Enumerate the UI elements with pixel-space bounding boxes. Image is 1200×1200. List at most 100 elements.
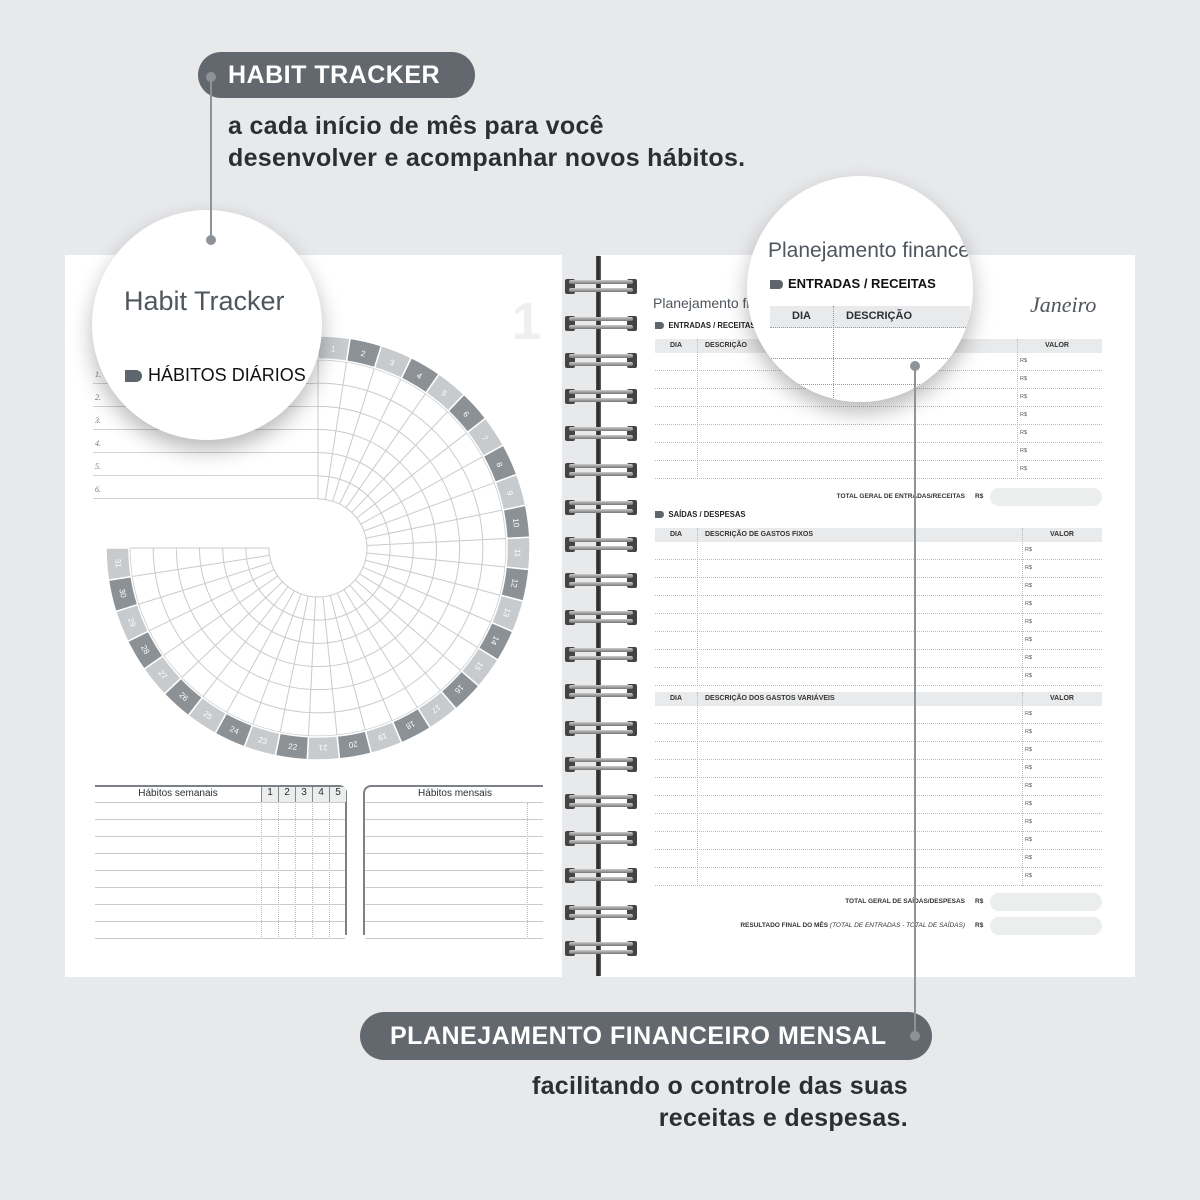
day-label: 31 — [113, 558, 123, 568]
financial-description: facilitando o controle das suas receitas… — [532, 1070, 908, 1134]
day-divider — [363, 482, 495, 532]
table-row[interactable]: R$ — [655, 724, 1102, 742]
habit-number: 2. — [95, 393, 101, 402]
table-row[interactable]: R$ — [655, 614, 1102, 632]
table-row[interactable]: R$ — [655, 796, 1102, 814]
day-divider — [362, 566, 491, 623]
currency-label: R$ — [975, 922, 984, 929]
table-row[interactable]: R$ — [655, 832, 1102, 850]
table-row[interactable]: R$ — [655, 596, 1102, 614]
day-divider — [202, 586, 289, 697]
monthly-habits-title: Hábitos mensais — [418, 788, 492, 799]
table-row[interactable]: R$ — [655, 742, 1102, 760]
weekly-habit-row[interactable] — [95, 853, 345, 854]
table-row[interactable]: R$ — [655, 868, 1102, 886]
day-label: 12 — [509, 578, 520, 589]
day-divider — [354, 579, 461, 671]
weekly-habit-row[interactable] — [95, 802, 345, 803]
day-divider — [138, 562, 272, 605]
monthly-habit-row[interactable] — [365, 836, 543, 837]
habit-ring — [129, 359, 507, 737]
day-label: 2 — [360, 349, 367, 359]
monthly-habit-row[interactable] — [365, 853, 543, 854]
day-divider — [332, 368, 375, 502]
weekly-habit-row[interactable] — [95, 904, 345, 905]
result-field[interactable] — [990, 917, 1102, 935]
table-row[interactable]: R$ — [655, 814, 1102, 832]
day-divider — [365, 509, 503, 539]
table-row[interactable]: R$ — [655, 706, 1102, 724]
habit-number: 1. — [95, 370, 101, 379]
weekly-habit-row[interactable] — [95, 870, 345, 871]
spiral-ring — [565, 424, 637, 444]
table-row[interactable]: R$ — [655, 542, 1102, 560]
spiral-ring — [565, 939, 637, 959]
spiral-ring — [565, 351, 637, 371]
monthly-habits-table: Hábitos mensais — [363, 785, 543, 939]
spiral-ring — [565, 755, 637, 775]
month-number: 1 — [512, 293, 541, 351]
description-line: receitas e despesas. — [658, 1104, 908, 1132]
monthly-habit-row[interactable] — [365, 802, 543, 803]
financial-magnifier: Planejamento finance ENTRADAS / RECEITAS… — [747, 176, 973, 402]
financial-callout-label: PLANEJAMENTO FINANCEIRO MENSAL — [360, 1012, 932, 1060]
habit-row[interactable]: 4. — [93, 430, 318, 453]
income-total-field[interactable] — [990, 488, 1102, 506]
table-row[interactable]: R$ — [655, 425, 1102, 443]
weekly-habits-title: Hábitos semanais — [138, 788, 218, 799]
day-divider — [343, 589, 418, 708]
monthly-habit-row[interactable] — [365, 921, 543, 922]
table-row[interactable]: R$ — [655, 560, 1102, 578]
day-divider — [345, 393, 426, 509]
table-row[interactable]: R$ — [655, 632, 1102, 650]
day-label: 4 — [415, 371, 424, 381]
table-row[interactable]: R$ — [655, 778, 1102, 796]
table-row[interactable]: R$ — [655, 850, 1102, 868]
monthly-habit-row[interactable] — [365, 870, 543, 871]
monthly-habit-row[interactable] — [365, 887, 543, 888]
connector-line — [914, 368, 916, 1036]
weekly-habit-row[interactable] — [95, 819, 345, 820]
table-row[interactable]: R$ — [655, 407, 1102, 425]
income-total-label: TOTAL GERAL DE ENTRADAS/RECEITAS — [836, 493, 965, 500]
table-row[interactable]: R$ — [655, 650, 1102, 668]
table-row[interactable]: R$ — [655, 461, 1102, 479]
week-column-header: 1 — [261, 787, 278, 802]
expenses-total-field[interactable] — [990, 893, 1102, 911]
habit-row[interactable]: 5. — [93, 453, 318, 476]
table-row[interactable]: R$ — [655, 389, 1102, 407]
table-row[interactable]: R$ — [655, 668, 1102, 686]
spiral-ring — [565, 498, 637, 518]
weekly-habit-row[interactable] — [95, 921, 345, 922]
monthly-habit-row[interactable] — [365, 904, 543, 905]
day-divider — [366, 552, 506, 568]
description-line: facilitando o controle das suas — [531, 1072, 908, 1100]
description-line: a cada início de mês para você — [228, 112, 604, 140]
monthly-habit-row[interactable] — [365, 819, 543, 820]
habit-row[interactable]: 6. — [93, 476, 318, 499]
day-label: 3 — [388, 358, 396, 368]
day-divider — [365, 559, 501, 596]
spiral-ring — [565, 535, 637, 555]
spiral-ring — [565, 571, 637, 591]
day-divider — [252, 593, 302, 725]
table-row[interactable]: R$ — [655, 443, 1102, 461]
table-row[interactable]: R$ — [655, 760, 1102, 778]
spiral-ring — [565, 645, 637, 665]
day-divider — [324, 362, 347, 500]
monthly-habit-row[interactable] — [365, 938, 543, 939]
spiral-ring — [565, 829, 637, 849]
day-label: 21 — [318, 743, 328, 752]
weekly-habit-row[interactable] — [95, 836, 345, 837]
spiral-ring — [565, 719, 637, 739]
weekly-habit-row[interactable] — [95, 938, 345, 939]
spiral-ring — [565, 461, 637, 481]
habit-number: 3. — [95, 416, 101, 425]
weekly-habit-row[interactable] — [95, 887, 345, 888]
table-row[interactable]: R$ — [655, 578, 1102, 596]
description-line: desenvolver e acompanhar novos hábitos. — [228, 144, 746, 172]
week-column-header: 4 — [312, 787, 329, 802]
day-divider — [351, 411, 448, 513]
magnified-title: Planejamento finance — [768, 239, 970, 262]
day-label: 20 — [347, 739, 358, 750]
